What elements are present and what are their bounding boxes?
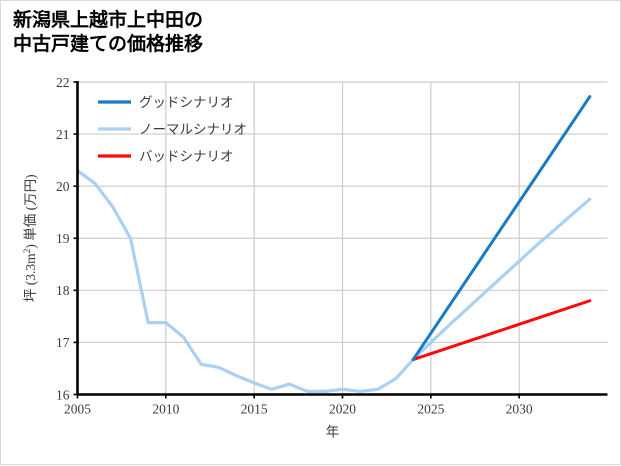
axis-titles: 年 坪 (3.3m2) 単価 (万円) (23, 174, 339, 439)
y-tick-label: 22 (56, 75, 70, 90)
x-tick-label: 2020 (329, 402, 356, 417)
x-axis-title: 年 (326, 425, 340, 440)
x-tick-label: 2025 (417, 402, 444, 417)
x-tick-label: 2010 (152, 402, 179, 417)
data-series-group (75, 95, 592, 393)
y-tick-label: 17 (56, 335, 70, 350)
y-tick-label: 21 (56, 127, 70, 142)
series-line-normal (75, 168, 592, 393)
y-tick-label: 16 (56, 387, 70, 402)
legend-label-1: ノーマルシナリオ (139, 122, 247, 137)
y-tick-label: 18 (56, 283, 70, 298)
series-line-bad (411, 299, 592, 362)
series-line-good (411, 95, 592, 362)
legend-label-0: グッドシナリオ (139, 95, 234, 110)
chart-title: 新潟県上越市上中田の 中古戸建ての価格推移 (13, 10, 204, 56)
y-axis-tick-labels: 16 17 18 19 20 21 22 (56, 75, 70, 402)
y-tick-label: 19 (56, 231, 70, 246)
legend-label-2: バッドシナリオ (139, 149, 234, 164)
x-tick-label: 2015 (241, 402, 268, 417)
x-axis-tick-labels: 2005 2010 2015 2020 2025 2030 (64, 402, 533, 417)
y-tick-label: 20 (56, 179, 70, 194)
x-tick-label: 2030 (506, 402, 533, 417)
x-tick-label: 2005 (64, 402, 91, 417)
y-axis-title: 坪 (3.3m2) 単価 (万円) (23, 174, 38, 302)
axis-lines (73, 81, 608, 399)
